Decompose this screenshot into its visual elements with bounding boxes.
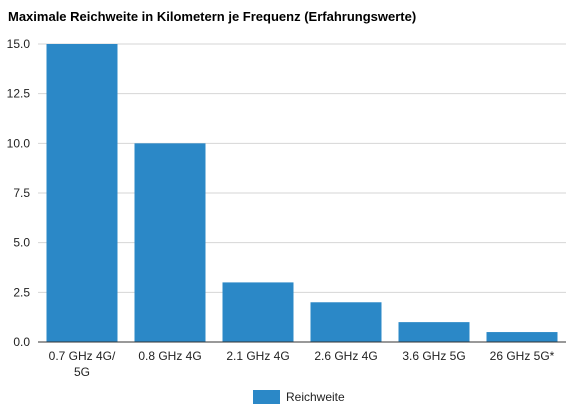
gridlines [38,43,566,293]
x-tick-label: 3.6 GHz 5G [402,349,465,363]
y-tick-label: 10.0 [7,136,31,150]
y-tick-label: 15.0 [7,37,31,51]
x-tick-label: 2.6 GHz 4G [314,349,377,363]
y-tick-label: 7.5 [13,186,30,200]
legend-swatch [253,390,280,404]
bar[interactable] [134,143,206,342]
bar[interactable] [310,302,382,342]
y-axis-tick-labels: 0.0 2.5 5.0 7.5 10.0 12.5 15.0 [7,37,31,349]
x-axis-tick-labels: 0.7 GHz 4G/5G 0.8 GHz 4G 2.1 GHz 4G 2.6 GHz… [49,349,555,379]
x-tick-label: 2.1 GHz 4G [226,349,289,363]
legend[interactable]: Reichweite [253,390,345,404]
y-tick-label: 0.0 [13,335,30,349]
x-tick-label: 0.8 GHz 4G [138,349,201,363]
x-tick-label: 26 GHz 5G* [490,349,555,363]
bar[interactable] [222,282,294,342]
chart-title: Maximale Reichweite in Kilometern je Fre… [8,9,416,24]
x-tick-label: 0.7 GHz 4G/5G [49,349,116,379]
bar[interactable] [486,332,558,342]
y-tick-label: 12.5 [7,87,31,101]
legend-label: Reichweite [286,390,345,404]
y-tick-label: 5.0 [13,236,30,250]
bar[interactable] [398,322,470,342]
bar[interactable] [46,44,118,342]
y-tick-label: 2.5 [13,285,30,299]
bars [46,44,558,342]
